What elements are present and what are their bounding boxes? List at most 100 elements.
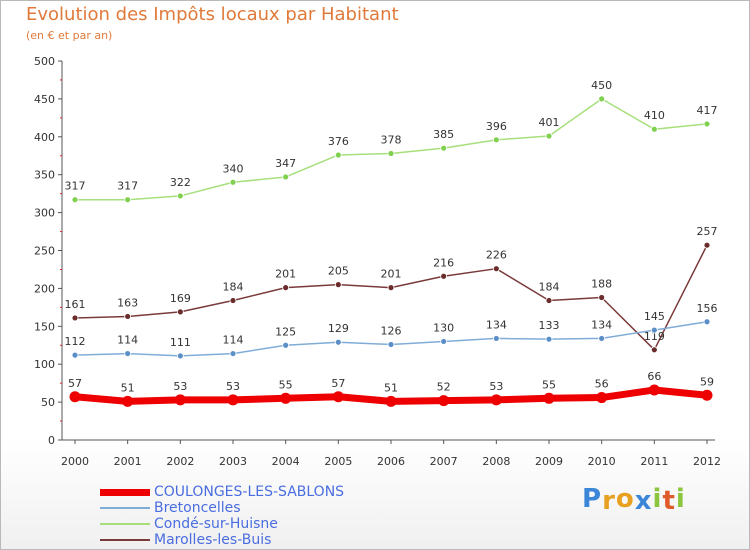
data-label: 378: [381, 133, 402, 146]
logo-letter: r: [602, 486, 616, 516]
x-tick-label: 2002: [166, 455, 194, 468]
data-point: [282, 284, 290, 292]
data-label: 125: [275, 325, 296, 338]
data-point: [650, 326, 658, 334]
data-point: [387, 284, 395, 292]
x-tick-label: 2005: [324, 455, 352, 468]
x-tick-label: 2000: [61, 455, 89, 468]
data-point: [69, 391, 81, 403]
data-point: [490, 394, 502, 406]
data-point: [174, 394, 186, 406]
logo-letter: P: [582, 484, 603, 514]
data-label: 119: [644, 330, 665, 343]
data-point: [598, 294, 606, 301]
data-point: [229, 350, 237, 357]
data-label: 347: [275, 157, 296, 170]
data-label: 163: [117, 296, 138, 309]
y-tick-label: 350: [34, 169, 55, 182]
y-tick-label: 200: [34, 282, 55, 295]
data-point: [543, 392, 555, 404]
data-label: 317: [117, 180, 138, 193]
data-label: 156: [697, 302, 718, 315]
y-tick-label: 450: [34, 93, 55, 106]
data-point: [280, 392, 292, 404]
data-point: [334, 338, 342, 346]
logo-letter: i: [652, 484, 663, 514]
data-label: 53: [489, 380, 503, 393]
data-label: 396: [486, 120, 507, 133]
legend-label: Condé-sur-Huisne: [154, 516, 278, 532]
legend-label: Marolles-les-Buis: [154, 532, 272, 548]
data-label: 129: [328, 322, 349, 335]
logo-letter: x: [634, 486, 653, 516]
data-point: [438, 395, 450, 407]
data-point: [385, 395, 397, 407]
data-label: 188: [591, 277, 612, 290]
data-point: [227, 394, 239, 406]
data-point: [440, 144, 448, 152]
data-point: [229, 178, 237, 186]
data-point: [650, 125, 658, 133]
y-tick-label: 0: [48, 434, 55, 447]
data-label: 226: [486, 249, 507, 262]
data-point: [334, 281, 342, 289]
data-point: [124, 196, 132, 204]
data-label: 114: [223, 334, 244, 347]
data-label: 145: [644, 310, 665, 323]
data-label: 450: [591, 79, 612, 92]
y-tick-label: 150: [34, 320, 55, 333]
data-label: 111: [170, 336, 191, 349]
x-tick-label: 2004: [272, 455, 300, 468]
data-label: 184: [539, 281, 560, 294]
data-label: 322: [170, 176, 191, 189]
legend-swatch: [100, 489, 150, 496]
data-point: [71, 314, 79, 322]
data-label: 130: [433, 321, 454, 334]
data-label: 51: [121, 381, 135, 394]
y-tick-label: 500: [34, 55, 55, 68]
data-label: 133: [539, 319, 560, 332]
data-point: [598, 95, 606, 103]
x-tick-label: 2009: [535, 455, 563, 468]
data-label: 56: [595, 378, 609, 391]
data-point: [596, 392, 608, 404]
data-label: 205: [328, 265, 349, 278]
data-label: 114: [117, 334, 138, 347]
data-point: [71, 196, 79, 204]
data-label: 66: [647, 370, 661, 383]
data-point: [545, 335, 553, 343]
x-tick-label: 2006: [377, 455, 405, 468]
data-point: [124, 350, 132, 357]
legend-label: COULONGES-LES-SABLONS: [154, 484, 345, 500]
data-point: [176, 352, 184, 360]
data-label: 410: [644, 109, 665, 122]
data-label: 134: [591, 318, 612, 331]
y-tick-label: 250: [34, 245, 55, 258]
data-point: [703, 120, 711, 128]
data-label: 216: [433, 256, 454, 269]
data-label: 55: [279, 378, 293, 391]
x-tick-label: 2012: [693, 455, 721, 468]
legend-label: Bretoncelles: [154, 500, 241, 516]
data-point: [124, 313, 132, 320]
data-label: 317: [65, 180, 86, 193]
data-label: 51: [384, 381, 398, 394]
data-point: [703, 318, 711, 326]
data-point: [492, 265, 500, 273]
data-point: [387, 150, 395, 157]
proxiti-logo: Proxiti: [582, 484, 686, 516]
legend-swatch: [100, 539, 150, 541]
y-tick-label: 50: [41, 396, 55, 409]
data-point: [598, 335, 606, 342]
x-tick-label: 2003: [219, 455, 247, 468]
data-label: 59: [700, 375, 714, 388]
x-tick-label: 2001: [114, 455, 142, 468]
data-point: [703, 241, 711, 249]
data-point: [440, 338, 448, 345]
data-label: 55: [542, 378, 556, 391]
data-label: 201: [381, 268, 402, 281]
logo-letter: t: [662, 486, 676, 516]
data-label: 134: [486, 318, 507, 331]
